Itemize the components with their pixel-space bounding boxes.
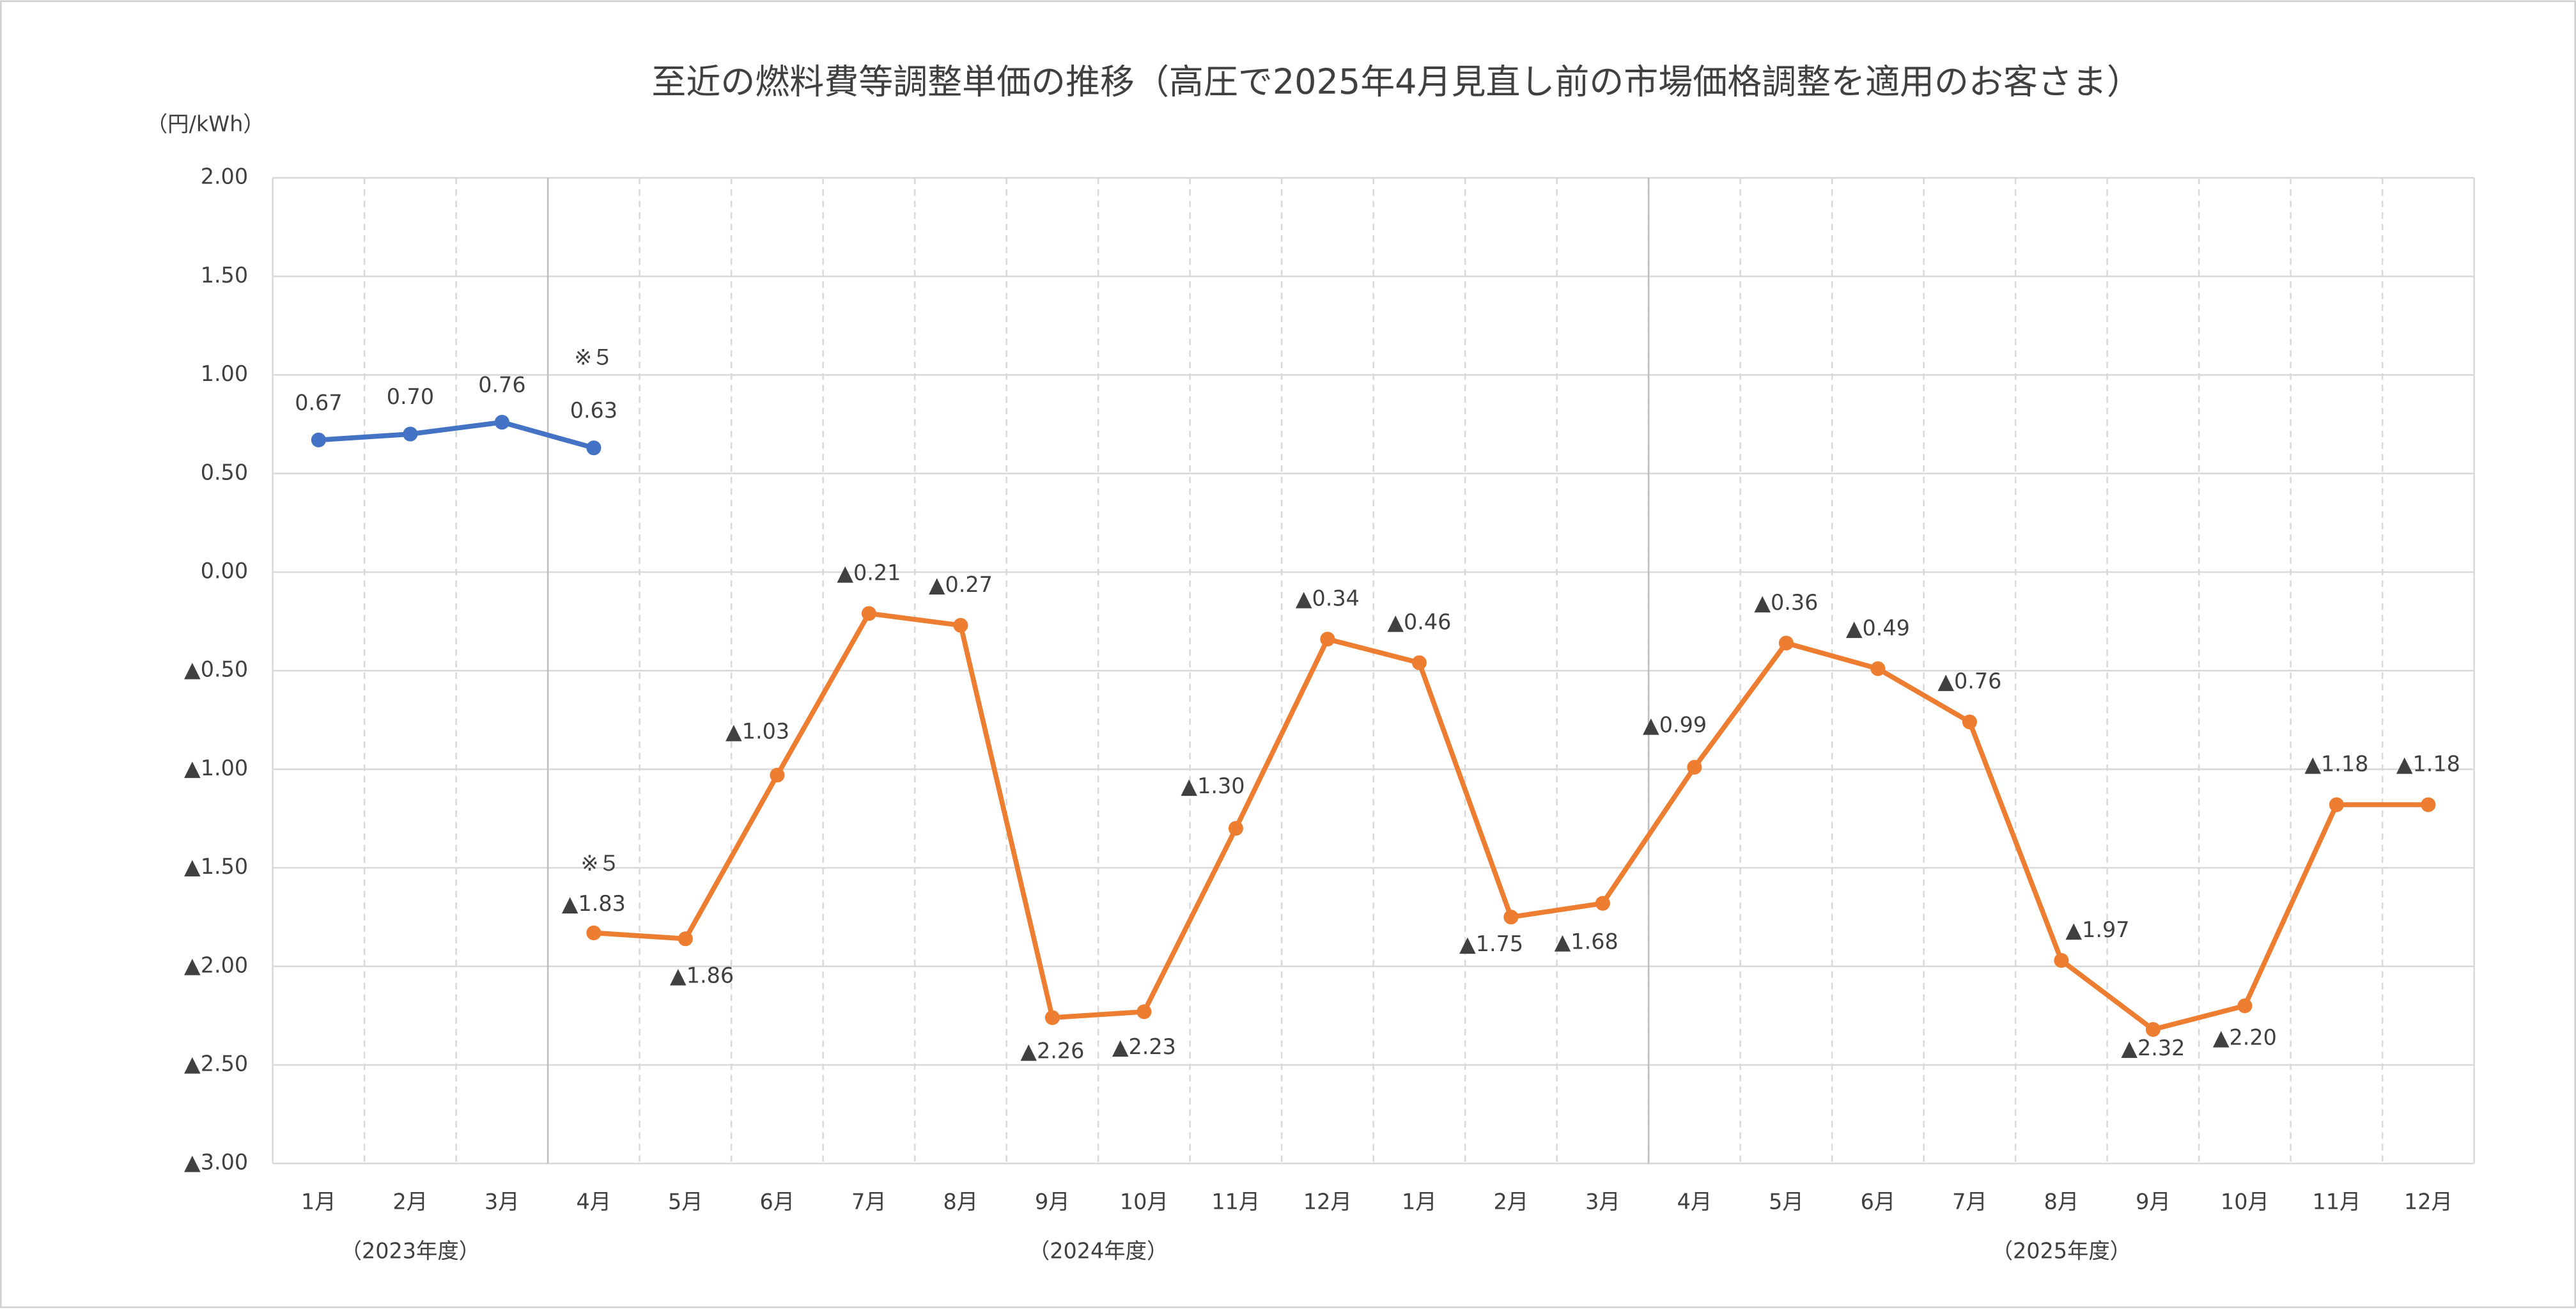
x-tick-label: 7月 [1952,1189,1987,1214]
data-point [1228,821,1243,836]
period-label: （2023年度） [341,1239,481,1264]
x-tick-label: 10月 [1120,1189,1168,1214]
data-point [2054,953,2069,968]
y-tick-label: ▲2.00 [184,952,248,977]
data-label: ▲1.18 [2396,752,2460,777]
data-point [1137,1004,1152,1020]
chart-title: 至近の燃料費等調整単価の推移（高圧で2025年4月見直し前の市場価格調整を適用の… [651,61,2141,102]
y-tick-label: ▲3.00 [184,1150,248,1175]
data-label: ▲1.30 [1181,773,1245,798]
data-label: ▲0.76 [1937,669,2001,694]
data-label: ▲1.68 [1555,929,1618,954]
data-label: ▲0.46 [1387,610,1451,635]
data-label: ▲1.83 [562,891,626,916]
data-label: ▲2.26 [1020,1038,1084,1063]
data-label: ▲1.75 [1459,931,1523,956]
x-tick-label: 3月 [485,1189,520,1214]
y-tick-label: 0.50 [201,460,248,485]
x-tick-label: 12月 [1303,1189,1352,1214]
data-point [403,426,418,442]
data-point [861,606,876,621]
period-label: （2024年度） [1028,1239,1168,1264]
data-label: ▲2.32 [2121,1036,2185,1060]
period-label: （2025年度） [1992,1239,2132,1264]
annotation: ※５ [574,345,613,369]
data-label: 0.67 [295,390,342,415]
data-label: 0.70 [387,384,434,409]
data-label: ▲1.97 [2065,917,2129,942]
x-tick-label: 9月 [2136,1189,2171,1214]
x-tick-label: 6月 [1861,1189,1896,1214]
data-point [1778,635,1794,651]
data-point [678,931,693,947]
x-tick-label: 12月 [2404,1189,2453,1214]
x-tick-label: 8月 [2044,1189,2079,1214]
data-point [2237,998,2253,1014]
data-label: ▲1.86 [670,963,734,988]
y-tick-label: ▲0.50 [184,657,248,682]
x-tick-label: 1月 [301,1189,336,1214]
x-tick-label: 5月 [668,1189,703,1214]
data-label: ▲2.20 [2213,1025,2277,1050]
data-point [1595,896,1610,911]
data-label: ▲1.18 [2304,752,2368,777]
data-point [1044,1010,1060,1025]
data-point [586,440,601,456]
x-tick-label: 11月 [2312,1189,2361,1214]
y-tick-label: 1.50 [201,263,248,288]
data-point [953,617,968,633]
data-label: ▲0.27 [929,572,993,597]
data-point [2145,1021,2161,1037]
y-tick-label: 0.00 [201,558,248,583]
data-label: ▲0.21 [837,561,901,586]
series-line [318,419,594,451]
data-point [2421,797,2436,812]
x-tick-label: 2月 [1494,1189,1529,1214]
data-label: ▲0.34 [1296,586,1360,611]
data-label: ▲0.36 [1754,590,1818,615]
data-point [1503,910,1519,925]
x-tick-label: 1月 [1402,1189,1437,1214]
annotation: ※５ [580,851,619,876]
data-point [586,925,601,940]
x-tick-label: 4月 [1677,1189,1712,1214]
x-tick-label: 9月 [1035,1189,1070,1214]
y-tick-label: ▲1.00 [184,756,248,780]
data-point [1870,661,1886,676]
data-point [770,768,785,783]
data-point [311,432,326,447]
x-tick-label: 11月 [1211,1189,1260,1214]
y-tick-label: 1.00 [201,361,248,386]
data-label: ▲0.99 [1643,713,1707,738]
y-tick-label: 2.00 [201,164,248,189]
data-label: 0.63 [570,398,617,423]
y-tick-label: ▲1.50 [184,854,248,879]
data-label: 0.76 [478,373,525,398]
x-tick-label: 8月 [943,1189,979,1214]
data-point [494,415,509,430]
data-point [1687,759,1702,775]
data-point [1962,714,1977,729]
y-tick-label: ▲2.50 [184,1051,248,1076]
x-tick-label: 5月 [1769,1189,1804,1214]
x-tick-label: 10月 [2221,1189,2269,1214]
x-tick-label: 2月 [393,1189,428,1214]
data-point [1320,632,1335,647]
x-tick-label: 3月 [1585,1189,1620,1214]
data-label: ▲0.49 [1846,616,1910,640]
data-point [1411,655,1427,671]
x-tick-label: 6月 [760,1189,795,1214]
x-tick-label: 7月 [851,1189,887,1214]
y-axis-label: （円/kWh） [146,111,265,136]
x-tick-label: 4月 [577,1189,612,1214]
data-label: ▲1.03 [725,718,789,743]
data-point [2329,797,2344,812]
data-label: ▲2.23 [1112,1034,1176,1059]
